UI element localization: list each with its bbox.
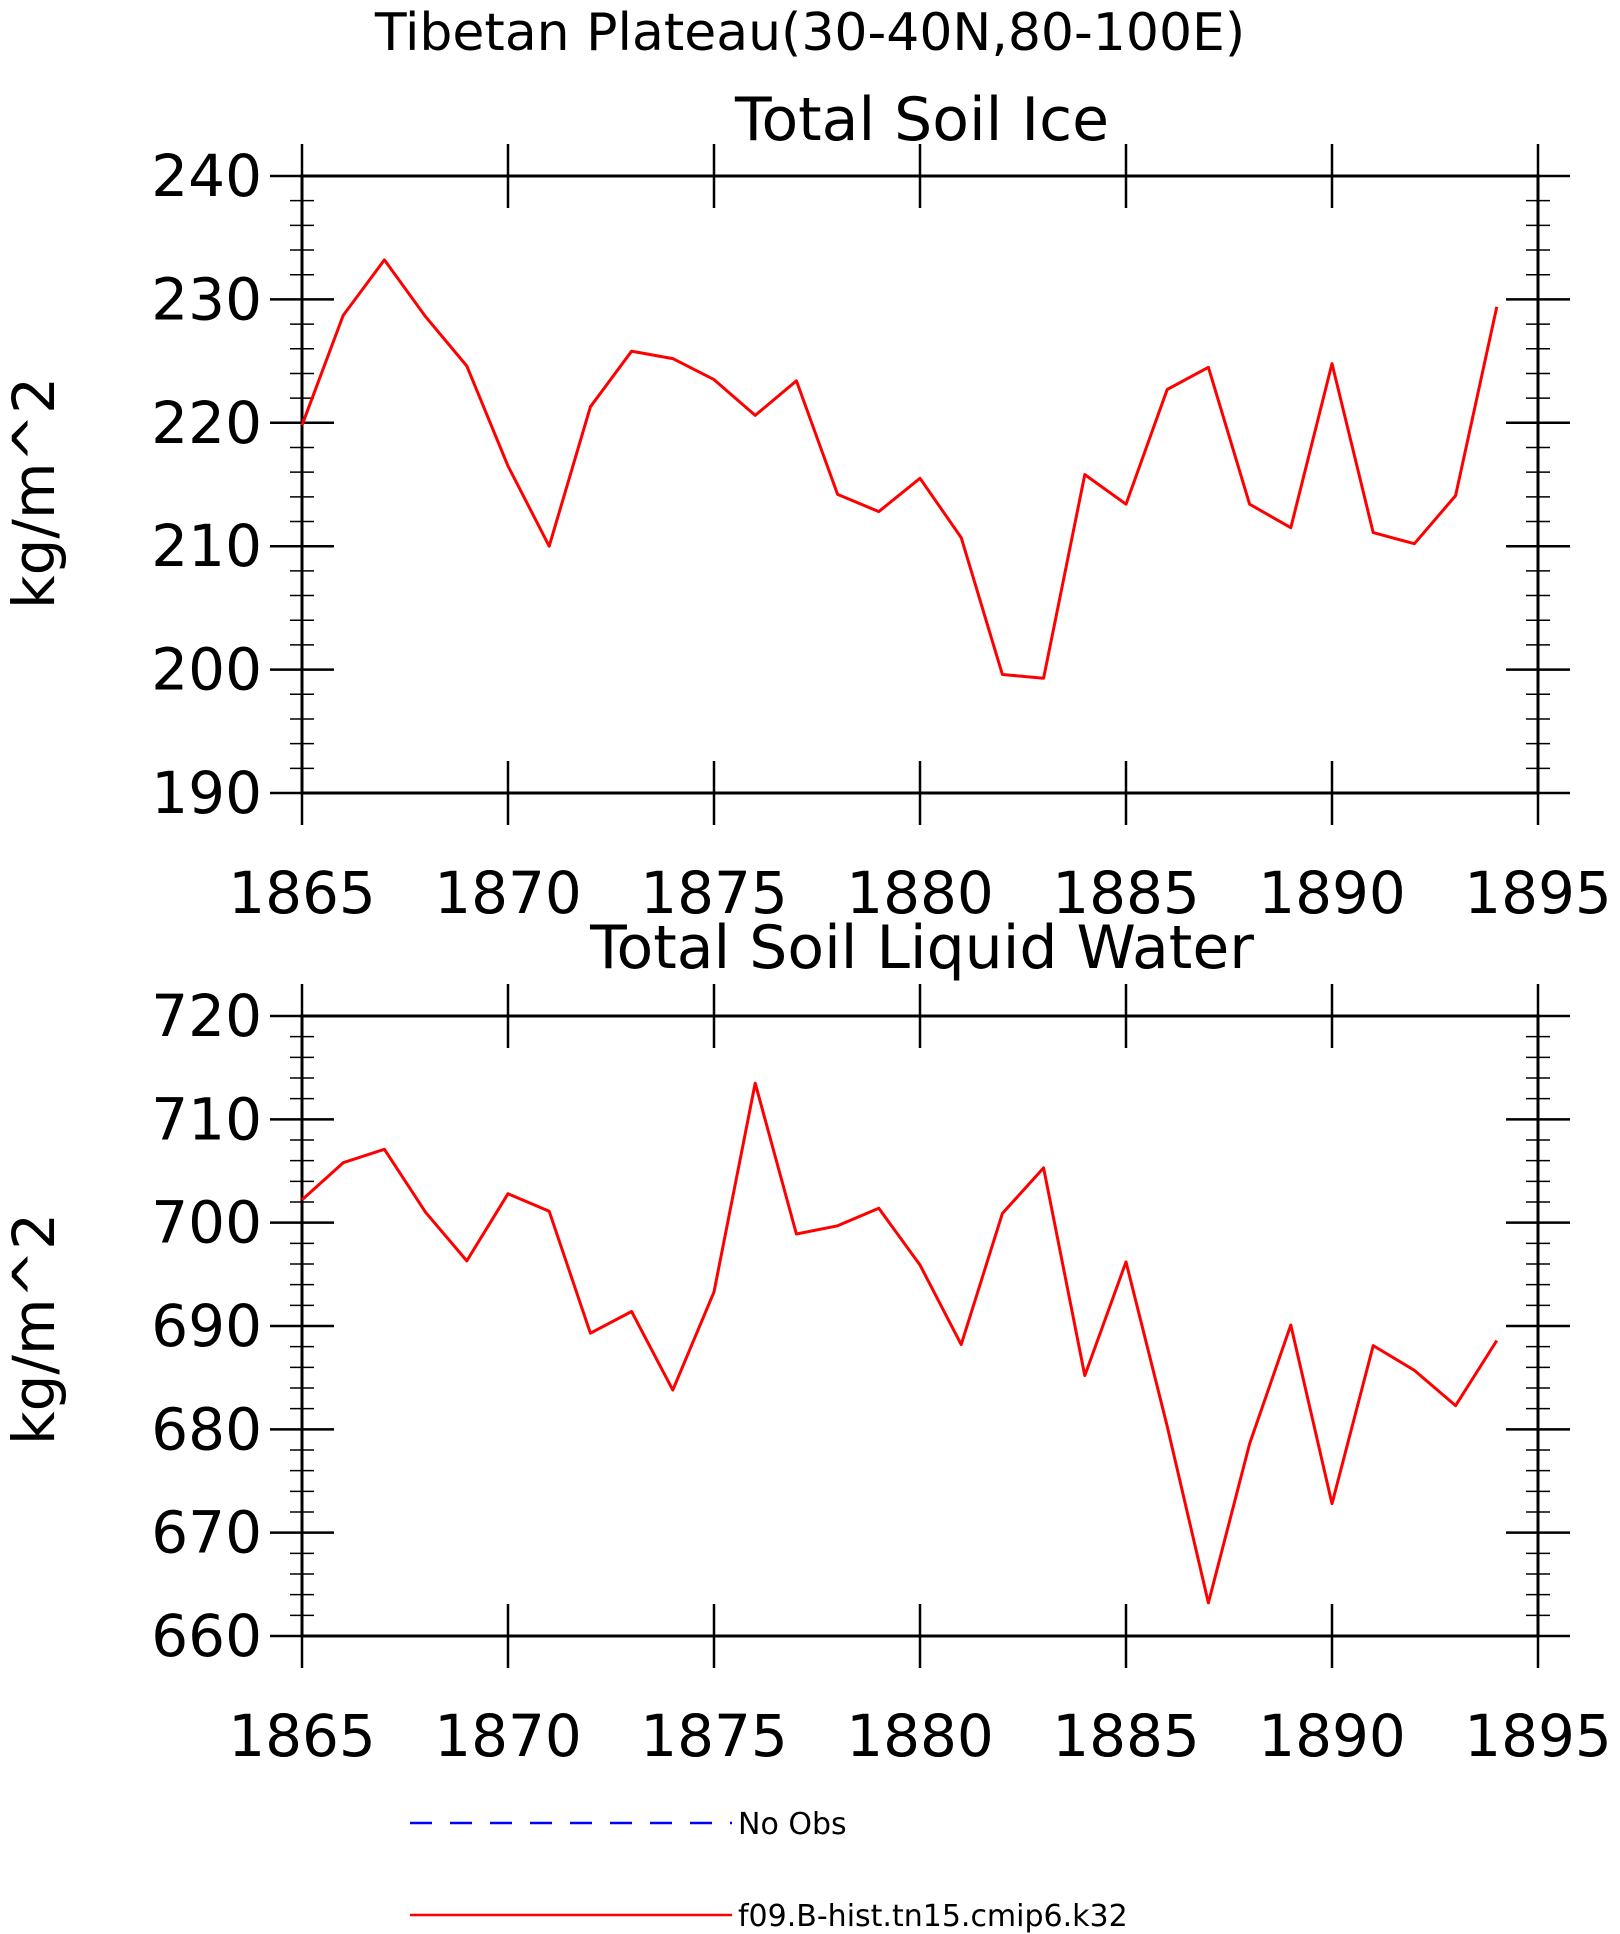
y-tick-label: 680: [151, 1395, 262, 1463]
y-axis-title: kg/m^2: [0, 1213, 68, 1445]
plot-frame: [300, 174, 1540, 795]
x-tick-label: 1885: [1052, 1702, 1200, 1770]
y-tick-label: 230: [151, 265, 262, 333]
y-tick-label: 690: [151, 1292, 262, 1360]
legend-label-no-obs: No Obs: [738, 1807, 847, 1842]
y-tick-label: 700: [151, 1189, 262, 1257]
y-tick-label: 200: [151, 636, 262, 704]
x-tick-label: 1865: [228, 1702, 376, 1770]
y-tick-label: 240: [151, 142, 262, 210]
series-line: [300, 1081, 1499, 1605]
x-tick-label: 1885: [1052, 859, 1200, 927]
x-tick-label: 1870: [434, 859, 582, 927]
x-tick-label: 1890: [1258, 1702, 1406, 1770]
legend-label-model: f09.B-hist.tn15.cmip6.k32: [738, 1899, 1128, 1934]
panel-title: Total Soil Ice: [734, 85, 1109, 155]
y-tick-label: 670: [151, 1499, 262, 1567]
y-tick-label: 190: [151, 759, 262, 827]
y-tick-label: 720: [151, 982, 262, 1050]
x-tick-label: 1895: [1464, 859, 1612, 927]
x-tick-label: 1890: [1258, 859, 1406, 927]
panel-total-soil-liquid-water: Total Soil Liquid Water kg/m^2 660 670 680…: [0, 913, 1612, 1770]
y-tick-label: 660: [151, 1602, 262, 1670]
x-tick-label: 1870: [434, 1702, 582, 1770]
legend: No Obs f09.B-hist.tn15.cmip6.k32: [410, 1807, 1128, 1934]
y-axis-title: kg/m^2: [0, 377, 68, 609]
y-tick-label: 710: [151, 1085, 262, 1153]
panel-total-soil-ice: Total Soil Ice kg/m^2 190 200 210 220 230 240…: [0, 85, 1612, 927]
x-tick-label: 1875: [640, 1702, 788, 1770]
y-tick-label: 210: [151, 512, 262, 580]
x-tick-label: 1880: [846, 1702, 994, 1770]
panel-title: Total Soil Liquid Water: [589, 913, 1254, 983]
x-tick-label: 1880: [846, 859, 994, 927]
series-line: [300, 258, 1499, 680]
x-tick-label: 1865: [228, 859, 376, 927]
x-tick-label: 1875: [640, 859, 788, 927]
plot-frame: [300, 1014, 1540, 1638]
figure-title: Tibetan Plateau(30-40N,80-100E): [374, 3, 1245, 63]
y-tick-label: 220: [151, 389, 262, 457]
x-tick-label: 1895: [1464, 1702, 1612, 1770]
